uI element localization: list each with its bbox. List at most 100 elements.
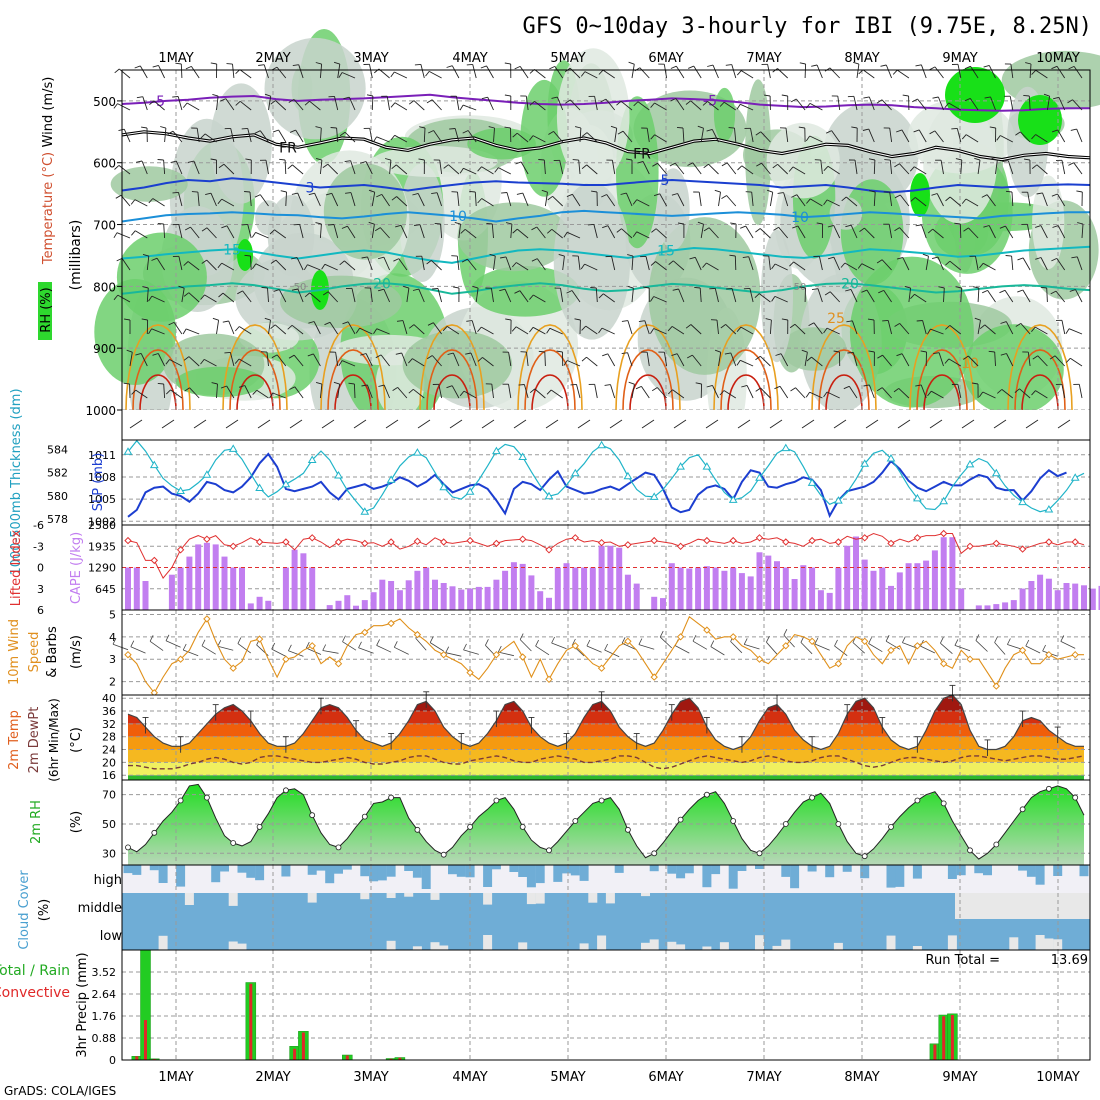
high-cloud-bar	[360, 865, 370, 877]
wind-barb-flag	[182, 328, 187, 335]
wind-speed-marker	[545, 675, 553, 684]
wind-barb-flag	[650, 328, 655, 334]
wind-barb-flag	[805, 135, 811, 142]
wind-barb	[247, 224, 252, 239]
rh-contour-blob	[849, 256, 974, 408]
high-cloud-bar	[386, 865, 396, 877]
wind-barb-flag	[590, 287, 597, 289]
wind-barb	[797, 225, 806, 239]
rh-tick-label: 70	[102, 789, 116, 802]
wind-barb	[820, 160, 823, 175]
wind-barb	[1040, 225, 1048, 239]
cape-bar	[440, 583, 447, 610]
wind-barb-flag	[771, 296, 776, 302]
wind-barb-flag	[118, 128, 125, 132]
wind-barb-flag	[184, 226, 191, 231]
wind-barb-flag	[1015, 131, 1021, 136]
wind-barb	[1057, 225, 1066, 239]
wind-barb	[804, 63, 807, 79]
wind-barb-flag	[428, 130, 434, 134]
wind-barb	[551, 228, 563, 239]
wind-barb-flag	[321, 264, 326, 270]
rh-marker	[125, 844, 131, 851]
wind-barb-flag	[703, 227, 710, 232]
contour-label: 20	[841, 276, 859, 292]
wind-barb-flag	[131, 389, 137, 395]
rh-marker	[230, 840, 237, 846]
wind-barb	[625, 192, 633, 207]
wind-barb	[420, 64, 425, 79]
near-surface-isotherm	[811, 324, 877, 411]
high-cloud-bar	[860, 865, 870, 879]
wind-barb-flag	[322, 291, 329, 296]
wind-barb	[817, 288, 823, 303]
wind-barb-flag	[685, 100, 691, 105]
wind-barb	[413, 100, 425, 111]
cape-bar	[1098, 585, 1100, 610]
thickness-tick-label: 582	[47, 467, 68, 480]
li-marker	[466, 536, 474, 545]
wind-barb	[278, 129, 287, 143]
wind-barb	[481, 326, 494, 335]
wind10m-barb	[463, 649, 479, 655]
wind-barb	[1056, 258, 1066, 271]
wind-barb	[1009, 96, 1014, 111]
wind-barb-flag	[574, 318, 581, 321]
wind10m-barb-flag	[342, 635, 346, 642]
wind-barb	[191, 66, 200, 79]
surface-wind-barb	[1057, 419, 1071, 429]
wind-barb	[327, 163, 339, 175]
wind-barb	[239, 69, 252, 79]
wind-barb	[644, 320, 650, 335]
contour-label: 50	[294, 282, 307, 293]
wind-barb-flag	[853, 61, 860, 65]
wind-barb	[187, 261, 200, 271]
wind-barb	[232, 64, 235, 79]
wind-barb-flag	[999, 225, 1006, 229]
wind-barb	[369, 128, 373, 143]
li-marker	[729, 536, 737, 545]
wind-barb	[181, 288, 185, 303]
cape-bar	[940, 537, 947, 610]
wind10m-barb	[165, 640, 181, 648]
slp-marker	[913, 493, 922, 502]
surface-wind-barb	[961, 419, 975, 429]
wind-tick-label: 5	[109, 608, 116, 621]
cape-tick-label: 2580	[88, 519, 116, 532]
wind-barb-flag	[951, 127, 958, 130]
isotherm-line	[121, 209, 1090, 223]
wind10m-barb-flag	[497, 645, 502, 653]
wind-barb	[526, 352, 529, 367]
wind-barb	[152, 198, 165, 207]
wind-barb	[934, 130, 944, 143]
wind-barb-flag	[1005, 255, 1012, 257]
wind-barb	[486, 65, 494, 79]
wind-barb-flag	[982, 289, 988, 294]
wind-barb-flag	[652, 162, 658, 167]
wind-legend-label: Wind (m/s)	[41, 77, 56, 148]
rh-ylabel-1: 2m RH	[29, 800, 44, 844]
wind-barb-flag	[1000, 321, 1007, 324]
wind-barb-flag	[894, 163, 900, 168]
wind-barb	[610, 384, 616, 399]
wind-barb	[438, 384, 443, 399]
thickness-tick-label: 580	[47, 490, 68, 503]
wind-barb	[671, 326, 685, 335]
wind-barb	[607, 225, 616, 239]
wind-barb	[418, 288, 425, 303]
wind-barb	[117, 103, 131, 111]
wind-barb-flag	[338, 360, 343, 366]
date-label-top: 10MAY	[1036, 51, 1080, 66]
below-ground-area	[122, 410, 1090, 440]
wind-barb	[1035, 69, 1048, 79]
wind-barb	[700, 224, 704, 239]
low-cloud-gap	[439, 945, 449, 950]
slp-marker	[413, 448, 422, 456]
wind-barb	[837, 96, 841, 111]
wind-barb-flag	[721, 195, 727, 199]
cape-bar	[738, 573, 745, 610]
wind-barb-flag	[220, 385, 227, 389]
rh-marker	[335, 844, 342, 851]
wind-barb	[846, 196, 858, 207]
wind-barb	[778, 227, 789, 239]
